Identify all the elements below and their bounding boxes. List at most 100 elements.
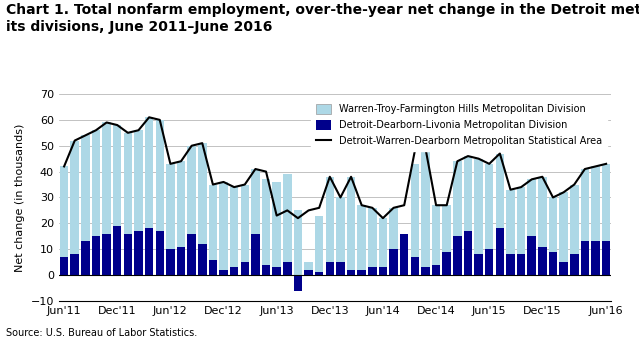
Bar [92,130,100,275]
Bar [315,272,323,275]
Bar [474,254,483,275]
Bar [166,164,174,275]
Bar [559,192,568,275]
Bar [411,164,419,275]
Bar [209,260,217,275]
Bar [347,270,355,275]
Bar [347,177,355,275]
Bar [506,190,515,275]
Bar [549,197,557,275]
Bar [570,254,578,275]
Bar [187,234,196,275]
Bar [357,205,366,275]
Bar [155,231,164,275]
Bar [92,236,100,275]
Bar [283,174,291,275]
Bar [464,231,472,275]
Bar [272,267,281,275]
Bar [379,267,387,275]
Bar [570,184,578,275]
Bar [177,247,185,275]
Bar [304,270,313,275]
Bar [538,177,546,275]
Bar [368,267,376,275]
Bar [602,241,610,275]
Bar [411,257,419,275]
Bar [209,184,217,275]
Bar [453,161,461,275]
Bar [538,247,546,275]
Bar [527,179,536,275]
Bar [219,182,227,275]
Bar [272,182,281,275]
Bar [432,265,440,275]
Bar [187,146,196,275]
Bar [113,226,121,275]
Bar [432,205,440,275]
Bar [198,244,206,275]
Bar [70,140,79,275]
Bar [155,120,164,275]
Bar [442,252,451,275]
Bar [177,161,185,275]
Bar [581,169,589,275]
Bar [464,156,472,275]
Bar [581,241,589,275]
Bar [336,262,344,275]
Bar [240,262,249,275]
Bar [325,177,334,275]
Bar [559,262,568,275]
Bar [602,164,610,275]
Bar [145,117,153,275]
Bar [134,231,142,275]
Bar [60,257,68,275]
Bar [453,236,461,275]
Bar [219,270,227,275]
Bar [240,184,249,275]
Bar [400,267,408,275]
Bar [442,205,451,275]
Bar [389,249,398,275]
Bar [294,275,302,291]
Bar [591,241,600,275]
Bar [315,216,323,275]
Bar [517,254,525,275]
Bar [123,133,132,275]
Bar [123,234,132,275]
Bar [198,143,206,275]
Bar [368,208,376,275]
Bar [389,208,398,275]
Bar [527,236,536,275]
Bar [304,262,313,275]
Bar [251,169,259,275]
Bar [166,249,174,275]
Bar [102,234,111,275]
Y-axis label: Net change (in thousands): Net change (in thousands) [15,123,25,272]
Bar [421,148,429,275]
Bar [325,262,334,275]
Bar [485,164,493,275]
Legend: Warren-Troy-Farmington Hills Metropolitan Division, Detroit-Dearborn-Livonia Met: Warren-Troy-Farmington Hills Metropolita… [311,99,606,151]
Bar [506,254,515,275]
Bar [230,187,238,275]
Text: Source: U.S. Bureau of Labor Statistics.: Source: U.S. Bureau of Labor Statistics. [6,328,197,338]
Bar [60,166,68,275]
Bar [496,153,504,275]
Bar [400,234,408,275]
Text: Chart 1. Total nonfarm employment, over-the-year net change in the Detroit metro: Chart 1. Total nonfarm employment, over-… [6,3,639,34]
Bar [145,228,153,275]
Bar [70,254,79,275]
Bar [262,179,270,275]
Bar [517,187,525,275]
Bar [591,166,600,275]
Bar [81,135,89,275]
Bar [336,197,344,275]
Bar [102,122,111,275]
Bar [294,210,302,275]
Bar [113,125,121,275]
Bar [421,267,429,275]
Bar [283,262,291,275]
Bar [81,241,89,275]
Bar [357,270,366,275]
Bar [134,130,142,275]
